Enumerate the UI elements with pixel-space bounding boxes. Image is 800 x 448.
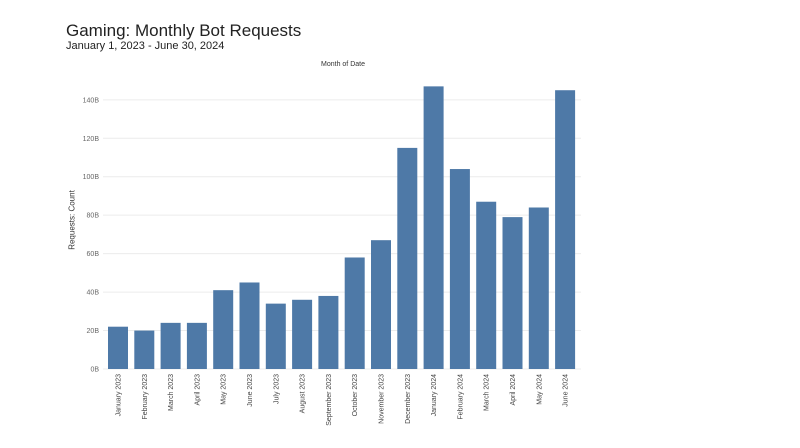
y-tick-label: 120B [83, 136, 100, 143]
y-tick-label: 80B [87, 213, 100, 220]
y-tick-label: 140B [83, 97, 100, 104]
bar [213, 290, 234, 369]
x-tick-label: May 2023 [221, 374, 228, 405]
bar [318, 295, 339, 369]
bar [555, 90, 576, 370]
x-tick-label: March 2024 [484, 374, 491, 411]
bar [134, 330, 155, 369]
bar [449, 169, 470, 369]
y-axis-ticks: 0B 20B 40B 60B 80B 100B 120B 140B [83, 97, 100, 373]
x-tick-label: October 2023 [352, 374, 359, 417]
x-tick-label: April 2023 [194, 374, 201, 406]
bar [371, 240, 391, 369]
x-tick-label: February 2023 [142, 374, 149, 420]
x-tick-label: September 2023 [326, 374, 333, 426]
x-axis-ticks: January 2023 February 2023 March 2023 April… [116, 374, 570, 426]
gridlines [103, 99, 581, 370]
x-tick-label: February 2024 [457, 374, 464, 420]
x-tick-label: January 2024 [431, 374, 438, 417]
chart-subtitle: January 1, 2023 - June 30, 2024 [66, 40, 225, 52]
x-tick-label: August 2023 [300, 374, 307, 413]
bar [265, 303, 286, 369]
x-tick-label: November 2023 [379, 374, 386, 424]
x-tick-label: June 2023 [247, 374, 254, 407]
bar [423, 86, 444, 370]
x-tick-label: December 2023 [405, 374, 412, 424]
chart-title: Gaming: Monthly Bot Requests [66, 21, 302, 40]
bar [239, 282, 260, 369]
y-tick-label: 100B [83, 174, 100, 181]
x-tick-label: April 2024 [510, 374, 517, 406]
bar [186, 322, 207, 369]
bar [344, 257, 365, 369]
x-tick-label: March 2023 [168, 374, 175, 411]
bar [108, 326, 128, 369]
bar [160, 322, 181, 369]
x-tick-label: July 2023 [273, 374, 280, 404]
x-tick-label: June 2024 [563, 374, 570, 407]
y-tick-label: 40B [87, 290, 100, 297]
bar [528, 207, 549, 369]
y-tick-label: 60B [87, 251, 100, 258]
bar [476, 201, 497, 369]
bars [108, 86, 576, 370]
x-tick-label: May 2024 [536, 374, 543, 405]
bar [397, 147, 418, 369]
y-tick-label: 0B [90, 367, 99, 374]
x-tick-label: January 2023 [116, 374, 123, 417]
bar [502, 217, 523, 369]
y-tick-label: 20B [87, 328, 100, 335]
x-axis-title: Month of Date [321, 61, 365, 68]
bar [292, 299, 313, 369]
